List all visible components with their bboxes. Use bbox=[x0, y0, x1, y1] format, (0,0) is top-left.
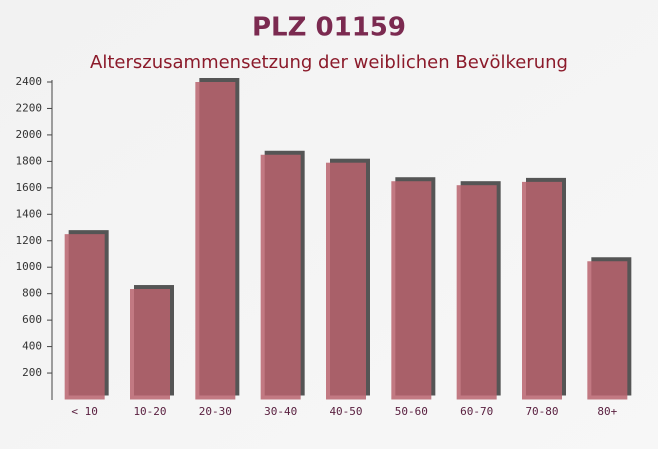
y-tick-label: 2200 bbox=[16, 101, 43, 114]
bar bbox=[391, 181, 432, 400]
bar bbox=[260, 154, 301, 400]
x-tick-label: 80+ bbox=[597, 405, 617, 418]
bar bbox=[456, 185, 497, 400]
y-tick-label: 1000 bbox=[16, 260, 43, 273]
y-tick-label: 1200 bbox=[16, 234, 43, 247]
bar bbox=[64, 234, 105, 400]
x-tick-label: 10-20 bbox=[133, 405, 166, 418]
y-tick-label: 400 bbox=[22, 340, 42, 353]
bar bbox=[326, 162, 366, 400]
bar bbox=[522, 181, 562, 400]
chart-subtitle: Alterszusammensetzung der weiblichen Bev… bbox=[90, 52, 568, 73]
x-tick-label: 60-70 bbox=[460, 405, 493, 418]
y-tick-label: 1800 bbox=[16, 154, 43, 167]
y-tick-label: 1400 bbox=[16, 207, 43, 220]
x-tick-label: < 10 bbox=[71, 405, 98, 418]
y-tick-label: 2400 bbox=[16, 75, 43, 88]
bar bbox=[130, 289, 170, 400]
y-tick-label: 800 bbox=[22, 287, 42, 300]
x-tick-label: 20-30 bbox=[199, 405, 232, 418]
x-tick-label: 30-40 bbox=[264, 405, 297, 418]
bar bbox=[195, 82, 236, 400]
bar bbox=[587, 261, 628, 400]
y-tick-label: 600 bbox=[22, 313, 42, 326]
chart-title: PLZ 01159 bbox=[252, 13, 406, 43]
y-tick-label: 200 bbox=[22, 366, 42, 379]
x-tick-label: 70-80 bbox=[525, 405, 558, 418]
x-tick-label: 40-50 bbox=[329, 405, 362, 418]
y-tick-label: 2000 bbox=[16, 128, 43, 141]
y-tick-label: 1600 bbox=[16, 181, 43, 194]
x-tick-label: 50-60 bbox=[395, 405, 428, 418]
